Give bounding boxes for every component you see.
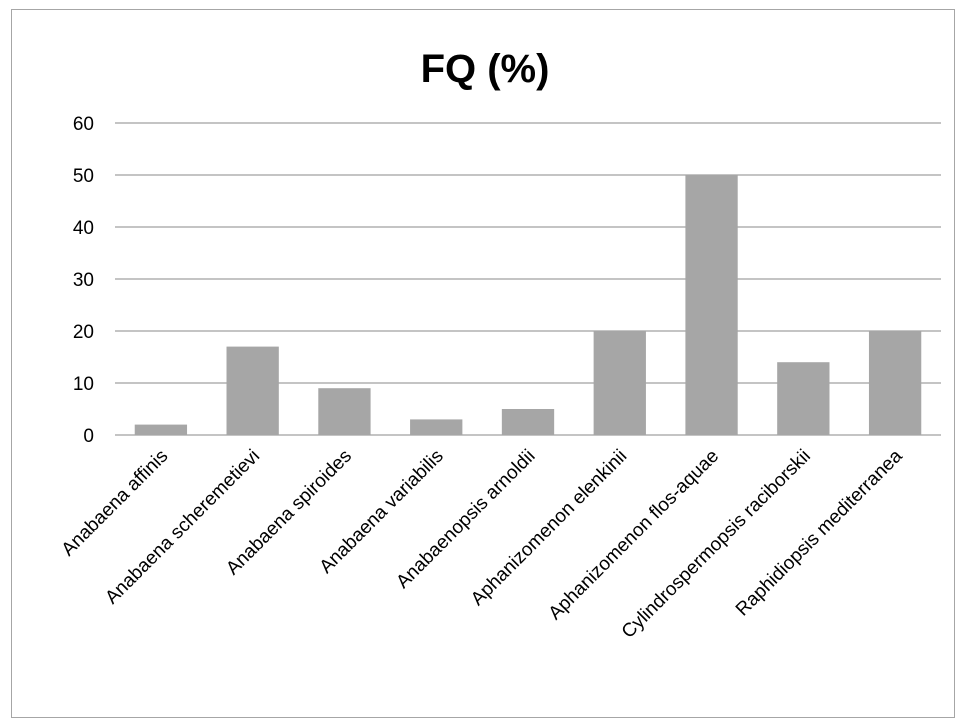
x-tick-label: Aphanizomenon flos-aquae (545, 446, 723, 624)
y-tick-label: 40 (73, 218, 94, 239)
bar (501, 409, 555, 435)
chart-title: FQ (%) (421, 47, 550, 91)
bar (685, 175, 738, 435)
bar (226, 346, 279, 435)
x-tick-label: Raphidiopsis mediterranea (732, 445, 907, 620)
y-tick-label: 60 (73, 114, 94, 135)
bar-layer (134, 175, 922, 435)
bar (868, 331, 922, 435)
bar (410, 419, 463, 435)
y-tick-label: 0 (83, 426, 94, 447)
bar (777, 362, 830, 435)
x-tick-label: Anabaena scheremetievi (101, 446, 264, 609)
bar (593, 331, 646, 435)
x-tick-label: Aphanizomenon elenkinii (467, 446, 631, 610)
y-tick-label: 30 (73, 270, 94, 291)
y-tick-label: 50 (73, 166, 94, 187)
bar (134, 424, 188, 435)
x-tick-label: Cylindrospermopsis raciborskii (618, 446, 815, 643)
y-tick-label: 20 (73, 322, 94, 343)
y-axis: 0 10 20 30 40 50 60 (73, 114, 94, 447)
y-tick-label: 10 (73, 374, 94, 395)
bar (318, 388, 371, 435)
